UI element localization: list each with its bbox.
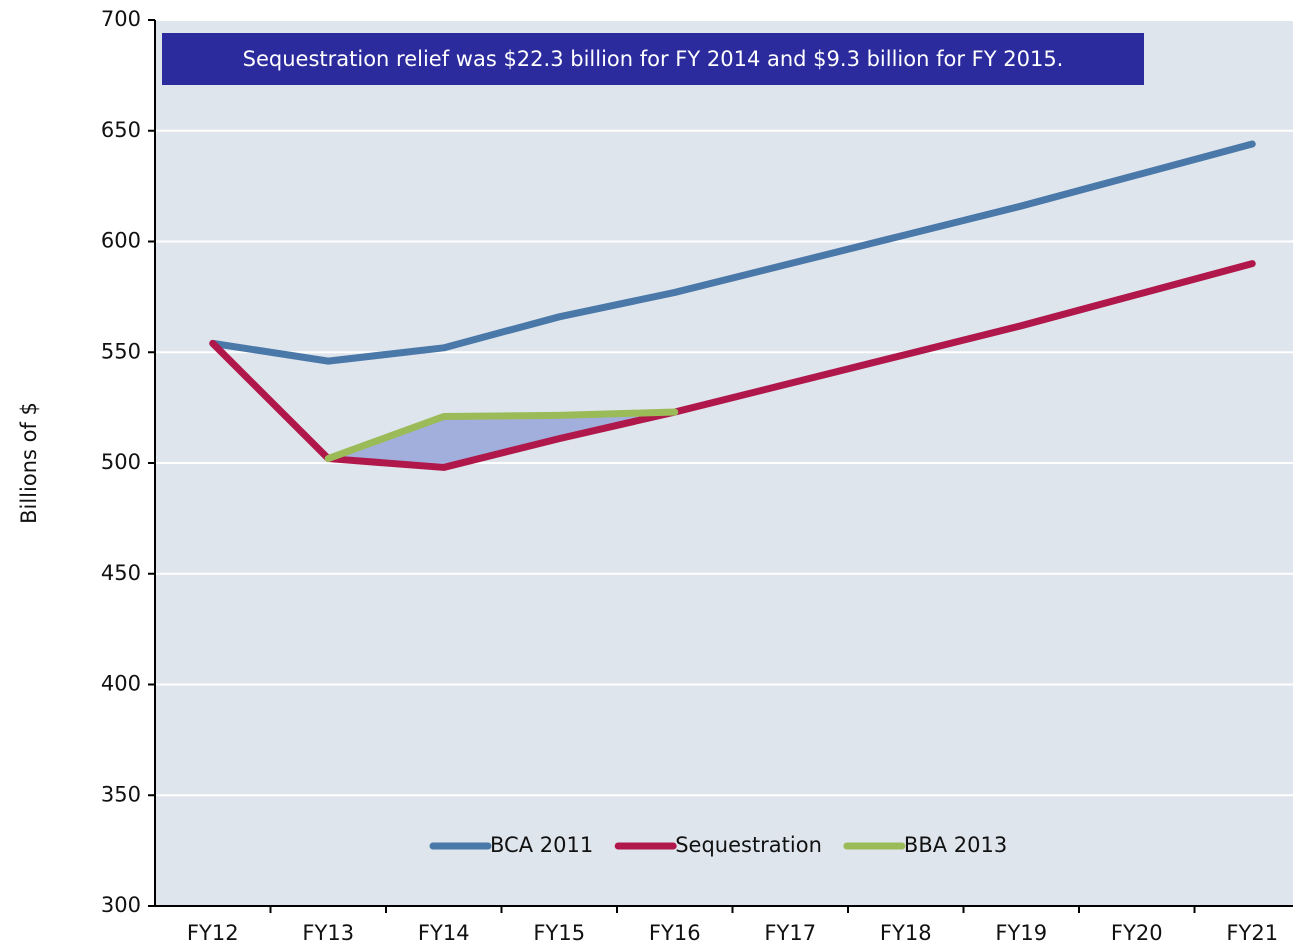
lines xyxy=(209,140,1256,471)
annotation: Sequestration relief was $22.3 billion f… xyxy=(243,47,1064,71)
y-tick-label: 400 xyxy=(101,672,141,696)
legend: BCA 2011 Sequestration BBA 2013 xyxy=(429,833,1007,857)
y-tick-label: 650 xyxy=(101,118,141,142)
x-tick-label: FY17 xyxy=(764,921,816,945)
y-tick-label: 700 xyxy=(101,7,141,31)
y-tick-label: 350 xyxy=(101,782,141,806)
y-tick-label: 300 xyxy=(101,893,141,917)
annotation-box xyxy=(162,33,1144,85)
y-tick-label: 550 xyxy=(101,339,141,363)
series-line xyxy=(209,140,1256,365)
x-tick-label: FY19 xyxy=(995,921,1047,945)
x-tick-label: FY12 xyxy=(187,921,239,945)
relief-area xyxy=(328,412,675,468)
relief-area-group xyxy=(328,412,675,468)
legend-label: Sequestration xyxy=(675,833,822,857)
x-tick-label: FY15 xyxy=(533,921,585,945)
y-tick-label: 500 xyxy=(101,450,141,474)
x-tick-label: FY18 xyxy=(880,921,932,945)
y-tick-label: 600 xyxy=(101,229,141,253)
legend-label: BCA 2011 xyxy=(490,833,593,857)
series-line xyxy=(209,260,1256,471)
x-tick-label: FY21 xyxy=(1226,921,1278,945)
x-tick-label: FY14 xyxy=(418,921,470,945)
y-tick-label: 450 xyxy=(101,561,141,585)
legend-label: BBA 2013 xyxy=(904,833,1007,857)
x-tick-label: FY13 xyxy=(302,921,354,945)
x-tick-label: FY16 xyxy=(649,921,701,945)
series-line xyxy=(324,408,679,463)
x-tick-label: FY20 xyxy=(1111,921,1163,945)
y-axis-label: Billions of $ xyxy=(17,402,41,524)
